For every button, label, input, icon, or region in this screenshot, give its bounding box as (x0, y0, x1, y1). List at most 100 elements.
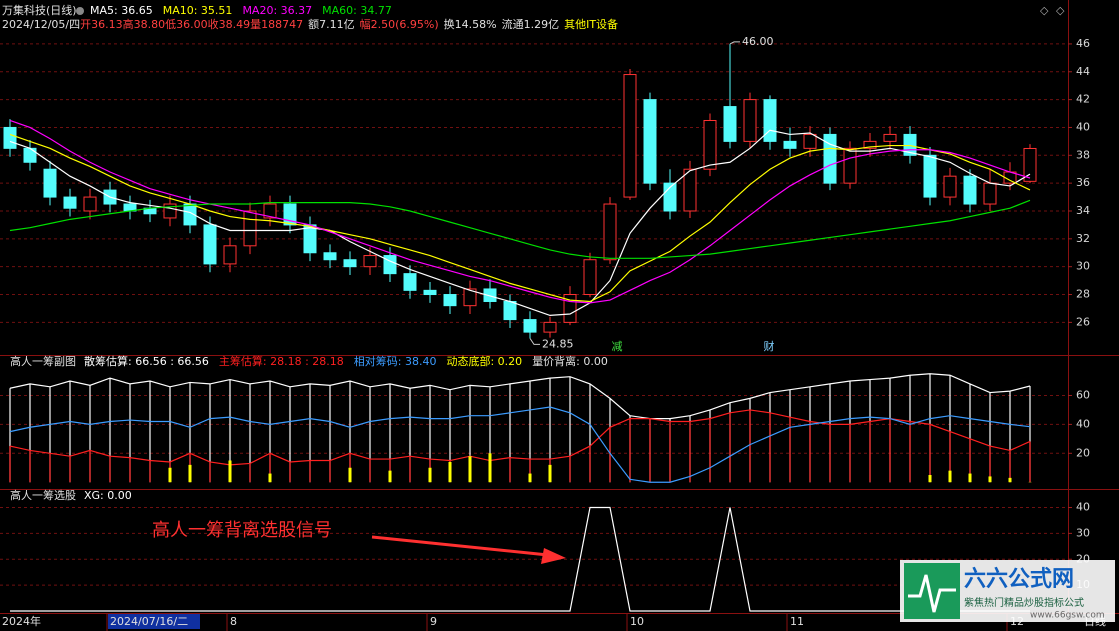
y-tick-label: 44 (1076, 65, 1090, 78)
candle-body (983, 182, 997, 205)
candle-body (323, 252, 337, 261)
quote-info: 收38.49 (208, 17, 251, 31)
legend-entry: 主筹估算: 28.18 : 28.18 (219, 354, 344, 368)
candle-body (63, 196, 77, 209)
quote-info: 低36.00 (165, 18, 208, 31)
legend-entry: 动态底部: 0.20 (446, 354, 522, 368)
y-tick-label: 40 (1076, 501, 1090, 514)
candle-body (223, 245, 237, 265)
candle-body (1023, 147, 1037, 182)
y-tick-label: 60 (1076, 388, 1090, 401)
annotation-leader (729, 41, 740, 45)
y-tick-label: 34 (1076, 204, 1090, 217)
candle-body (783, 140, 797, 149)
y-tick-label: 36 (1076, 176, 1090, 189)
quote-info: 开36.13 (80, 18, 123, 31)
series-line (9, 199, 1031, 259)
candle-body (3, 126, 17, 149)
candle-body (503, 300, 517, 321)
candle-body (843, 147, 857, 184)
candle-body (383, 255, 397, 275)
candle-body (203, 224, 217, 265)
x-tick-label: 11 (790, 615, 804, 628)
candle-body (823, 133, 837, 184)
candle-body (623, 74, 637, 198)
quote-info: 换14.58% (444, 17, 497, 31)
candle-body (603, 203, 617, 261)
quote-info: 流通1.29亿 (502, 17, 560, 31)
series-line (9, 133, 1031, 303)
candle-body (923, 154, 937, 198)
legend-entry: 相对筹码: 38.40 (354, 354, 437, 368)
legend-entry: 散筹估算: 66.56 : 66.56 (84, 354, 209, 368)
candle-body (83, 196, 97, 212)
logo-slogan: 紫焦热门精品炒股指标公式 (964, 596, 1084, 609)
event-marker: 减 (612, 340, 623, 353)
legend-entry: MA5: 36.65 (90, 4, 153, 17)
y-tick-label: 28 (1076, 288, 1090, 301)
y-tick-label: 26 (1076, 315, 1090, 328)
annotation: 46.00 (742, 35, 774, 48)
panel-title: 高人一筹副图 (10, 354, 76, 368)
candle-body (463, 288, 477, 307)
candle-body (683, 168, 697, 212)
y-tick-label: 30 (1076, 260, 1090, 273)
candle-body (443, 294, 457, 307)
logo-mark (908, 574, 956, 613)
quote-info: 2024/12/05/四 (2, 18, 80, 31)
cursor-date-bg (108, 614, 200, 629)
legend-entry: MA20: 36.37 (242, 4, 312, 17)
quote-info: 高38.80 (123, 17, 166, 31)
event-marker: 财 (764, 339, 775, 353)
x-tick-label: 8 (230, 615, 237, 628)
candle-body (423, 289, 437, 296)
arrow (371, 535, 549, 557)
arrow-head (541, 548, 566, 564)
series-line (9, 373, 1031, 420)
legend-entry: XG: 0.00 (84, 489, 132, 502)
icon[interactable]: ◇ (1056, 4, 1065, 17)
y-tick-label: 40 (1076, 120, 1090, 133)
x-tick-label: 10 (630, 615, 644, 628)
candle-body (43, 168, 57, 198)
candle-body (703, 119, 717, 170)
y-tick-label: 20 (1076, 446, 1090, 459)
candle-body (723, 106, 737, 142)
series-line (9, 406, 1031, 483)
candle-body (943, 175, 957, 198)
candle-body (23, 147, 37, 163)
series-line (9, 409, 1031, 466)
legend-toggle (76, 7, 84, 15)
icon[interactable]: ◇ (1040, 4, 1049, 17)
signal-annotation: 高人一筹背离选股信号 (152, 520, 566, 564)
candle-body (883, 133, 897, 142)
legend-entry: MA60: 34.77 (322, 4, 392, 17)
annotation: 高人一筹背离选股信号 (152, 520, 332, 541)
legend-entry: MA10: 35.51 (163, 4, 233, 17)
chart-title: 万集科技(日线) (2, 3, 77, 17)
y-tick-label: 46 (1076, 37, 1090, 50)
watermark: 六六公式网 紫焦热门精品炒股指标公式 www.66gsw.com (900, 560, 1115, 622)
annotation: 24.85 (542, 337, 574, 350)
x-tick-label: 2024/07/16/二 (110, 615, 188, 628)
series-line (9, 129, 1031, 317)
candle-body (343, 259, 357, 268)
candle-body (643, 99, 657, 184)
y-tick-label: 32 (1076, 232, 1090, 245)
candle-body (363, 255, 377, 268)
candle-body (263, 203, 277, 219)
candle-body (583, 259, 597, 296)
candle-body (243, 210, 257, 247)
series-line (9, 119, 1031, 304)
panel-title: 高人一筹选股 (10, 488, 76, 502)
candle-body (303, 224, 317, 254)
candle-body (743, 99, 757, 142)
candle-body (803, 133, 817, 149)
quote-info: 幅2.50(6.95%) (360, 18, 439, 31)
y-tick-label: 42 (1076, 93, 1090, 106)
candle-body (963, 175, 977, 205)
logo-name: 六六公式网 (964, 567, 1074, 592)
legend-entry: 量价背离: 0.00 (532, 354, 608, 368)
candle-body (543, 321, 557, 333)
